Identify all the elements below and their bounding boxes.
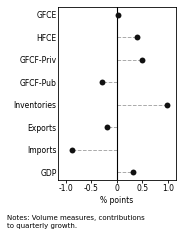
Text: Notes: Volume measures, contributions
to quarterly growth.: Notes: Volume measures, contributions to…	[7, 215, 145, 229]
Point	[101, 80, 104, 84]
Point	[136, 35, 139, 39]
Point	[165, 103, 168, 107]
Point	[116, 13, 119, 17]
Point	[105, 125, 108, 129]
X-axis label: % points: % points	[100, 196, 133, 205]
Point	[132, 170, 134, 174]
Point	[141, 58, 144, 62]
Point	[70, 148, 73, 152]
